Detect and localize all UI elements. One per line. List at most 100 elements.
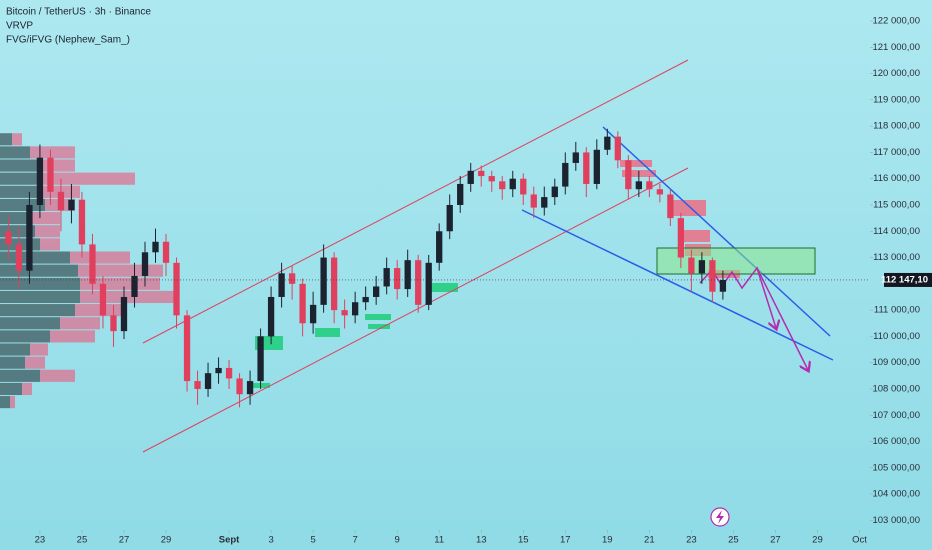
candle-body — [656, 189, 664, 195]
y-tick-label: 108 000,00 — [872, 383, 920, 394]
candle-body — [572, 152, 579, 163]
y-tick-label: 113 000,00 — [873, 252, 920, 263]
volume-buy — [0, 198, 45, 212]
volume-buy — [0, 382, 22, 396]
candle-body — [488, 176, 495, 182]
wedge-lower — [521, 209, 834, 361]
volume-buy — [0, 251, 70, 264]
candle-body — [520, 178, 527, 195]
candle-body — [288, 273, 296, 284]
volume-sell — [40, 159, 75, 172]
wedge-upper — [602, 126, 831, 337]
candle-body — [688, 257, 695, 274]
candle-body — [614, 136, 621, 161]
fvg-bull — [250, 383, 270, 388]
x-tick-label: 21 — [644, 535, 655, 546]
candle-body — [141, 252, 149, 276]
candle-body — [330, 257, 338, 311]
volume-buy — [0, 317, 60, 330]
volume-sell — [30, 212, 60, 225]
x-tick-label: 27 — [770, 535, 781, 546]
candle-body — [236, 378, 243, 395]
candle-body — [341, 310, 348, 316]
candle-body — [467, 170, 474, 184]
volume-sell — [40, 172, 135, 185]
fvg-bear — [680, 230, 710, 242]
last-price-label: 112 147,10 — [881, 274, 928, 285]
volume-buy — [0, 343, 30, 356]
fvg-bull — [430, 283, 458, 292]
volume-buy — [0, 290, 80, 304]
candle-body — [152, 241, 159, 253]
candle-body — [99, 283, 107, 316]
candle-body — [351, 302, 359, 316]
candle-body — [173, 262, 180, 316]
volume-sell — [22, 382, 32, 396]
volume-sell — [30, 343, 48, 356]
fvg-bear — [672, 200, 706, 216]
candle-body — [267, 296, 275, 337]
candle-body — [110, 315, 117, 332]
candle-body — [551, 186, 558, 198]
last-price-box — [884, 272, 932, 287]
x-tick-label: 23 — [35, 535, 46, 546]
channel-lower — [142, 167, 689, 453]
volume-sell — [40, 238, 60, 251]
volume-sell — [60, 317, 100, 330]
y-tick-label: 122 000,00 — [872, 16, 920, 27]
candle-body — [583, 152, 590, 184]
axes: 122 000,00 121 000,00 120 000,00 119 000,00… — [0, 16, 932, 546]
volume-sell — [10, 396, 15, 409]
x-tick-label: 25 — [728, 535, 739, 546]
y-tick-label: 103 000,00 — [872, 515, 920, 526]
volume-sell — [70, 251, 130, 264]
y-tick-label: 107 000,00 — [872, 410, 920, 421]
x-tick-label: 5 — [310, 535, 315, 546]
y-tick-label: 120 000,00 — [872, 68, 920, 79]
candle-body — [415, 260, 422, 305]
candle-body — [709, 260, 716, 292]
candle-body — [425, 262, 432, 305]
candle-body — [509, 178, 516, 190]
candle-body — [677, 218, 685, 258]
candle-body — [667, 194, 674, 219]
x-tick-label: 29 — [812, 535, 823, 546]
volume-sell — [35, 225, 60, 238]
candle-body — [131, 275, 138, 297]
candle-body — [541, 197, 548, 208]
y-tick-label: 118 000,00 — [873, 121, 920, 132]
candle-body — [625, 160, 632, 190]
candle-body — [89, 244, 96, 284]
fvg-bull — [368, 324, 390, 329]
candle-body — [78, 199, 86, 245]
candle-body — [162, 241, 170, 263]
candle-body — [604, 136, 611, 150]
candle-body — [446, 204, 453, 232]
candle-body — [257, 336, 264, 382]
candle-body — [26, 204, 33, 271]
x-tick-label: 15 — [518, 535, 529, 546]
candle-body — [698, 260, 706, 274]
candle-body — [530, 194, 537, 208]
projection-arrow — [756, 267, 808, 370]
indicator-label: VRVP — [6, 21, 33, 32]
candle-body — [183, 315, 191, 382]
volume-buy — [0, 277, 80, 290]
candle-body — [5, 231, 12, 245]
x-tick-label: 29 — [161, 535, 172, 546]
candle-body — [719, 279, 727, 292]
candle-body — [646, 181, 653, 190]
candle-body — [362, 296, 369, 303]
candle-body — [68, 199, 75, 211]
x-tick-label: 11 — [434, 535, 444, 546]
candle-body — [36, 157, 44, 205]
candle-body — [499, 181, 506, 190]
x-tick-label: 9 — [395, 535, 400, 546]
x-tick-label: 19 — [602, 535, 613, 546]
y-tick-label: 121 000,00 — [872, 42, 920, 53]
y-tick-label: 110 000,00 — [873, 331, 920, 342]
volume-sell — [30, 146, 75, 159]
candles — [5, 128, 727, 408]
volume-buy — [0, 159, 40, 172]
